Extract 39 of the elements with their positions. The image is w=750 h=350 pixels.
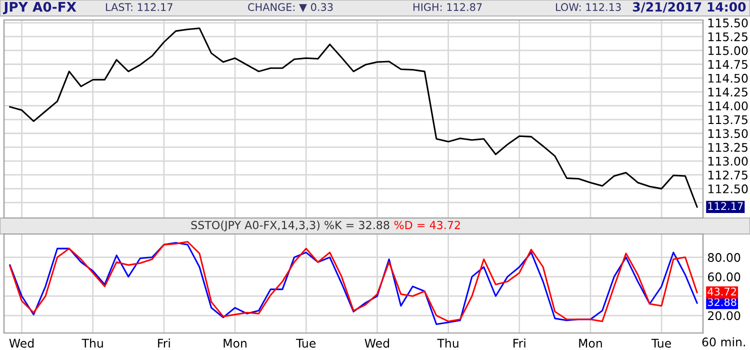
x-tick-label: Thu: [437, 338, 458, 348]
y-tick-label: 114.75: [708, 60, 748, 69]
y-tick-label: 113.00: [708, 156, 748, 166]
data-label: 112.17: [708, 202, 743, 210]
y-tick-label: 112.75: [708, 170, 748, 180]
text: HIGH: 112.87: [414, 3, 482, 12]
line-series: [9, 28, 698, 208]
y-tick-label: 113.25: [708, 142, 748, 152]
x-tick-label: Wed: [364, 338, 389, 348]
x-tick-label: Mon: [224, 338, 246, 348]
y-tick-label: 115.50: [708, 18, 748, 28]
data-label: 32.88: [708, 298, 736, 306]
y-tick-label: 80.00: [708, 253, 740, 262]
y-tick-label: 115.00: [708, 46, 748, 56]
x-tick-label: Fri: [513, 338, 526, 348]
x-tick-label: Tue: [296, 338, 316, 348]
text: LOW: 112.13: [556, 3, 621, 12]
x-tick-label: Tue: [651, 338, 671, 348]
data-label: 43.72: [708, 288, 736, 296]
chart-title: JPY A0-FX: [3, 2, 76, 14]
text: %D = 43.72: [394, 220, 460, 230]
x-tick-label: Fri: [158, 338, 170, 348]
y-tick-label: 20.00: [708, 311, 740, 320]
x-tick-label: Wed: [9, 338, 34, 348]
x-tick-label: Mon: [579, 338, 602, 348]
x-axis-title: 60 min.: [702, 337, 745, 346]
y-tick-label: 114.25: [708, 88, 748, 97]
chart-title: SSTO(JPY A0-FX,14,3,3) %K = 32.88: [191, 220, 390, 232]
y-tick-label: 113.50: [708, 129, 748, 138]
x-tick-label: Thu: [82, 338, 103, 348]
y-tick-label: 113.75: [708, 115, 748, 124]
text: 3/21/2017 14:00: [632, 2, 746, 13]
y-tick-label: 60.00: [708, 272, 740, 282]
y-tick-label: 115.25: [708, 32, 748, 42]
text: LAST: 112.17: [106, 3, 172, 12]
y-tick-label: 112.50: [708, 184, 748, 194]
y-tick-label: 114.00: [708, 101, 748, 110]
text: CHANGE: ▼ 0.33: [248, 3, 333, 12]
y-tick-label: 114.50: [708, 74, 748, 83]
